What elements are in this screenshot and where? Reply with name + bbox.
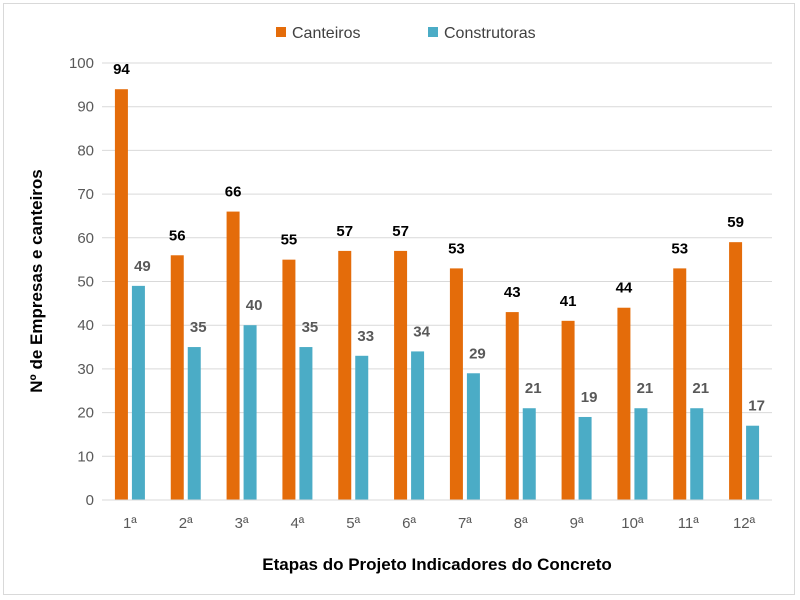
y-axis-ticks: 0 10 20 30 40 50 60 70 80 90 100 — [69, 55, 94, 509]
data-label-canteiros: 94 — [113, 61, 130, 78]
legend-swatch-canteiros — [276, 27, 286, 37]
legend-swatch-construtoras — [428, 27, 438, 37]
data-label-construtoras: 49 — [134, 258, 151, 275]
data-labels: 94 49 56 35 66 40 55 35 57 33 57 34 53 29 43 21 41 19 44 21… — [113, 61, 765, 414]
bar-construtoras — [243, 325, 257, 500]
x-axis-ticks: 1ª 2ª 3ª 4ª 5ª 6ª 7ª 8ª 9ª 10ª 11ª 12ª — [123, 515, 756, 532]
bar-canteiros — [338, 250, 352, 500]
y-tick-label: 50 — [77, 274, 94, 291]
x-tick-label: 6ª — [402, 515, 416, 532]
bar-canteiros — [505, 312, 519, 500]
x-tick-label: 3ª — [235, 515, 249, 532]
bars — [114, 89, 760, 501]
data-label-canteiros: 53 — [448, 240, 465, 257]
y-tick-label: 20 — [77, 405, 94, 422]
bar-construtoras — [578, 416, 592, 500]
bar-canteiros — [729, 242, 743, 501]
bar-canteiros — [673, 268, 687, 500]
bar-construtoras — [466, 373, 480, 500]
data-label-construtoras: 17 — [748, 398, 765, 415]
bar-construtoras — [355, 355, 369, 500]
bar-construtoras — [131, 285, 145, 500]
bar-canteiros — [394, 250, 408, 500]
gridlines — [102, 62, 772, 457]
bar-canteiros — [449, 268, 463, 500]
bar-canteiros — [170, 255, 184, 500]
data-label-canteiros: 57 — [336, 223, 353, 240]
data-label-construtoras: 34 — [413, 323, 430, 340]
x-tick-label: 1ª — [123, 515, 137, 532]
data-label-canteiros: 53 — [671, 240, 688, 257]
legend-label-canteiros: Canteiros — [292, 25, 360, 42]
legend: Canteiros Construtoras — [276, 25, 536, 42]
data-label-construtoras: 35 — [302, 319, 319, 336]
x-tick-label: 12ª — [733, 515, 756, 532]
x-tick-label: 4ª — [290, 515, 304, 532]
data-label-construtoras: 40 — [246, 297, 263, 314]
bar-canteiros — [114, 89, 128, 500]
data-label-construtoras: 19 — [581, 389, 598, 406]
bar-canteiros — [226, 211, 240, 500]
data-label-canteiros: 41 — [560, 293, 577, 310]
x-axis-title: Etapas do Projeto Indicadores do Concret… — [262, 555, 612, 574]
y-tick-label: 100 — [69, 55, 94, 72]
x-tick-label: 2ª — [179, 515, 193, 532]
bar-construtoras — [187, 347, 201, 500]
data-label-canteiros: 59 — [727, 214, 744, 231]
bar-construtoras — [299, 347, 313, 500]
y-axis-title: Nº de Empresas e canteiros — [27, 169, 46, 393]
data-label-canteiros: 56 — [169, 227, 186, 244]
data-label-canteiros: 43 — [504, 284, 521, 301]
data-label-construtoras: 35 — [190, 319, 207, 336]
bar-canteiros — [282, 259, 296, 500]
bar-construtoras — [411, 351, 425, 500]
bar-canteiros — [561, 320, 575, 500]
data-label-construtoras: 29 — [469, 345, 486, 362]
bar-construtoras — [746, 425, 760, 500]
bar-construtoras — [522, 408, 536, 500]
x-tick-label: 5ª — [346, 515, 360, 532]
x-tick-label: 8ª — [514, 515, 528, 532]
y-tick-label: 80 — [77, 142, 94, 159]
x-tick-label: 7ª — [458, 515, 472, 532]
y-tick-label: 90 — [77, 99, 94, 116]
bar-canteiros — [617, 307, 631, 500]
bar-construtoras — [690, 408, 704, 500]
data-label-construtoras: 21 — [692, 380, 709, 397]
data-label-construtoras: 21 — [525, 380, 542, 397]
y-tick-label: 40 — [77, 317, 94, 334]
y-tick-label: 30 — [77, 361, 94, 378]
data-label-construtoras: 33 — [357, 328, 374, 345]
data-label-construtoras: 21 — [637, 380, 654, 397]
y-tick-label: 10 — [77, 448, 94, 465]
data-label-canteiros: 57 — [392, 223, 409, 240]
bar-construtoras — [634, 408, 648, 500]
x-tick-label: 10ª — [621, 515, 644, 532]
data-label-canteiros: 44 — [616, 280, 633, 297]
y-tick-label: 70 — [77, 186, 94, 203]
data-label-canteiros: 55 — [281, 232, 298, 249]
y-tick-label: 60 — [77, 230, 94, 247]
x-tick-label: 11ª — [678, 515, 700, 532]
data-label-canteiros: 66 — [225, 184, 242, 201]
y-tick-label: 0 — [86, 492, 94, 509]
x-tick-label: 9ª — [570, 515, 584, 532]
legend-label-construtoras: Construtoras — [444, 25, 536, 42]
